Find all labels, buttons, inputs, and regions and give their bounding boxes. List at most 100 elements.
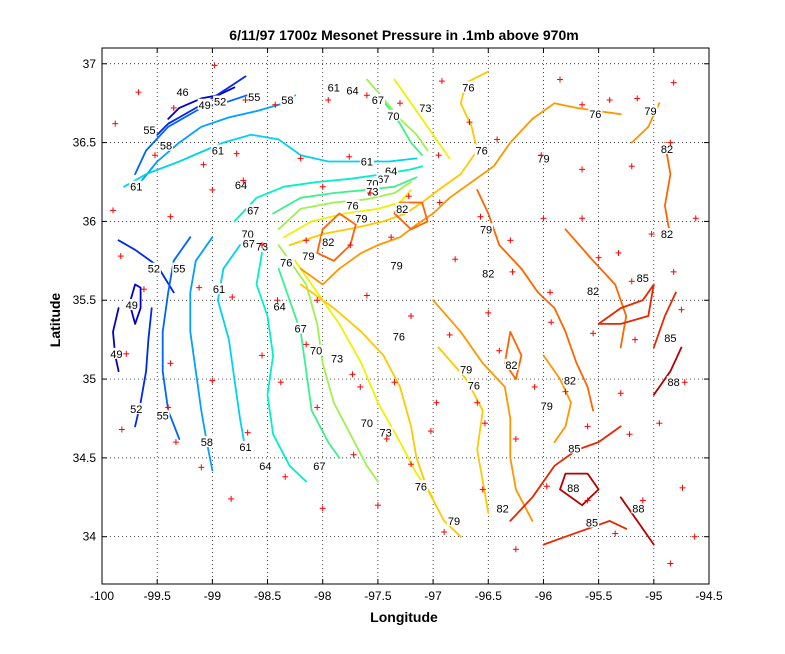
station-marker	[135, 89, 142, 96]
contour-label: 82	[505, 360, 517, 372]
station-marker	[452, 256, 459, 263]
contour-label-bg	[643, 105, 658, 117]
contour-label-bg	[359, 417, 374, 429]
contour-label-bg	[129, 180, 144, 192]
contour-label: 61	[239, 442, 251, 454]
station-marker	[579, 166, 586, 173]
station-marker	[656, 420, 663, 427]
station-marker	[692, 215, 699, 222]
x-tick-label: -99.5	[144, 589, 172, 603]
station-marker	[117, 253, 124, 260]
contour-label-bg	[129, 403, 144, 415]
station-marker	[391, 379, 398, 386]
contour-line-70	[277, 244, 379, 483]
contour-line-79	[432, 299, 534, 522]
station-marker	[314, 297, 321, 304]
contour-label-bg	[384, 164, 399, 176]
contour-label-bg	[386, 109, 401, 121]
station-marker	[474, 399, 481, 406]
station-marker	[347, 242, 354, 249]
contour-label: 76	[462, 82, 474, 94]
contour-label: 82	[396, 204, 408, 216]
contour-label: 76	[393, 331, 405, 343]
x-tick-label: -94.5	[695, 589, 723, 603]
station-marker	[579, 101, 586, 108]
contour-label: 58	[160, 141, 172, 153]
contour-line-88	[559, 472, 600, 507]
station-marker	[615, 249, 622, 256]
contour-label-bg	[365, 185, 380, 197]
axis-ticks: -100 -99.5 -99 -98.5 -98 -97.5 -97 -96.5 -96 -95.…	[73, 48, 723, 603]
contour-label: 64	[274, 302, 286, 314]
station-marker	[628, 278, 635, 285]
contour-label-bg	[272, 300, 287, 312]
station-marker	[170, 104, 177, 111]
contour-label: 61	[130, 182, 142, 194]
contour-label-bg	[389, 259, 404, 271]
contour-label: 61	[328, 82, 340, 94]
station-marker	[259, 242, 266, 249]
station-marker	[198, 464, 205, 471]
y-tick-label: 36	[83, 214, 97, 228]
contour-label-bg	[280, 94, 295, 106]
station-marker	[167, 360, 174, 367]
x-tick-label: -97	[424, 589, 442, 603]
contour-label: 52	[148, 264, 160, 276]
station-marker	[274, 297, 281, 304]
station-marker	[543, 483, 550, 490]
contour-label: 79	[537, 153, 549, 165]
contour-line-49	[167, 86, 236, 120]
station-marker	[547, 289, 554, 296]
contour-label-bg	[359, 155, 374, 167]
station-marker	[272, 101, 279, 108]
contour-label-bg	[586, 284, 601, 296]
station-marker	[433, 399, 440, 406]
x-tick-label: -97.5	[364, 589, 392, 603]
x-tick-label: -99	[204, 589, 222, 603]
contour-label-bg	[660, 228, 675, 240]
station-marker	[485, 309, 492, 316]
contour-label-bg	[666, 376, 681, 388]
station-marker	[209, 186, 216, 193]
station-marker	[481, 420, 488, 427]
station-marker	[374, 502, 381, 509]
contour-line-82	[503, 330, 523, 381]
station-marker	[538, 152, 545, 159]
contour-label-bg	[109, 347, 124, 359]
station-marker	[200, 161, 207, 168]
station-marker	[496, 347, 503, 354]
contour-label: 82	[496, 503, 508, 515]
y-tick-label: 34	[83, 530, 97, 544]
contour-label-bg	[197, 98, 212, 110]
contour-label-bg	[155, 409, 170, 421]
station-marker	[172, 439, 179, 446]
station-marker	[634, 95, 641, 102]
station-marker	[151, 152, 158, 159]
contour-label-bg	[391, 330, 406, 342]
contour-label-bg	[566, 481, 581, 493]
station-marker	[562, 388, 569, 395]
station-marker	[639, 497, 646, 504]
station-marker	[584, 423, 591, 430]
station-marker	[367, 190, 374, 197]
contour-line-82	[316, 212, 357, 262]
contour-label: 82	[587, 286, 599, 298]
y-axis-title: Latitude	[47, 293, 63, 348]
contour-label: 61	[212, 145, 224, 157]
station-marker	[233, 150, 240, 157]
contour-label-bg	[663, 332, 678, 344]
station-marker	[112, 120, 119, 127]
station-marker	[383, 435, 390, 442]
contour-label-bg	[241, 237, 256, 249]
station-marker	[211, 62, 218, 69]
contour-label: 82	[322, 237, 334, 249]
contour-label: 64	[259, 461, 271, 473]
contour-label: 73	[331, 354, 343, 366]
contour-label: 46	[176, 87, 188, 99]
chart-title: 6/11/97 1700z Mesonet Pressure in .1mb a…	[229, 27, 578, 43]
station-marker	[617, 390, 624, 397]
x-axis-title: Longitude	[370, 609, 438, 625]
contour-line-79	[299, 102, 622, 286]
station-marker	[691, 533, 698, 540]
contour-label-bg	[481, 267, 496, 279]
